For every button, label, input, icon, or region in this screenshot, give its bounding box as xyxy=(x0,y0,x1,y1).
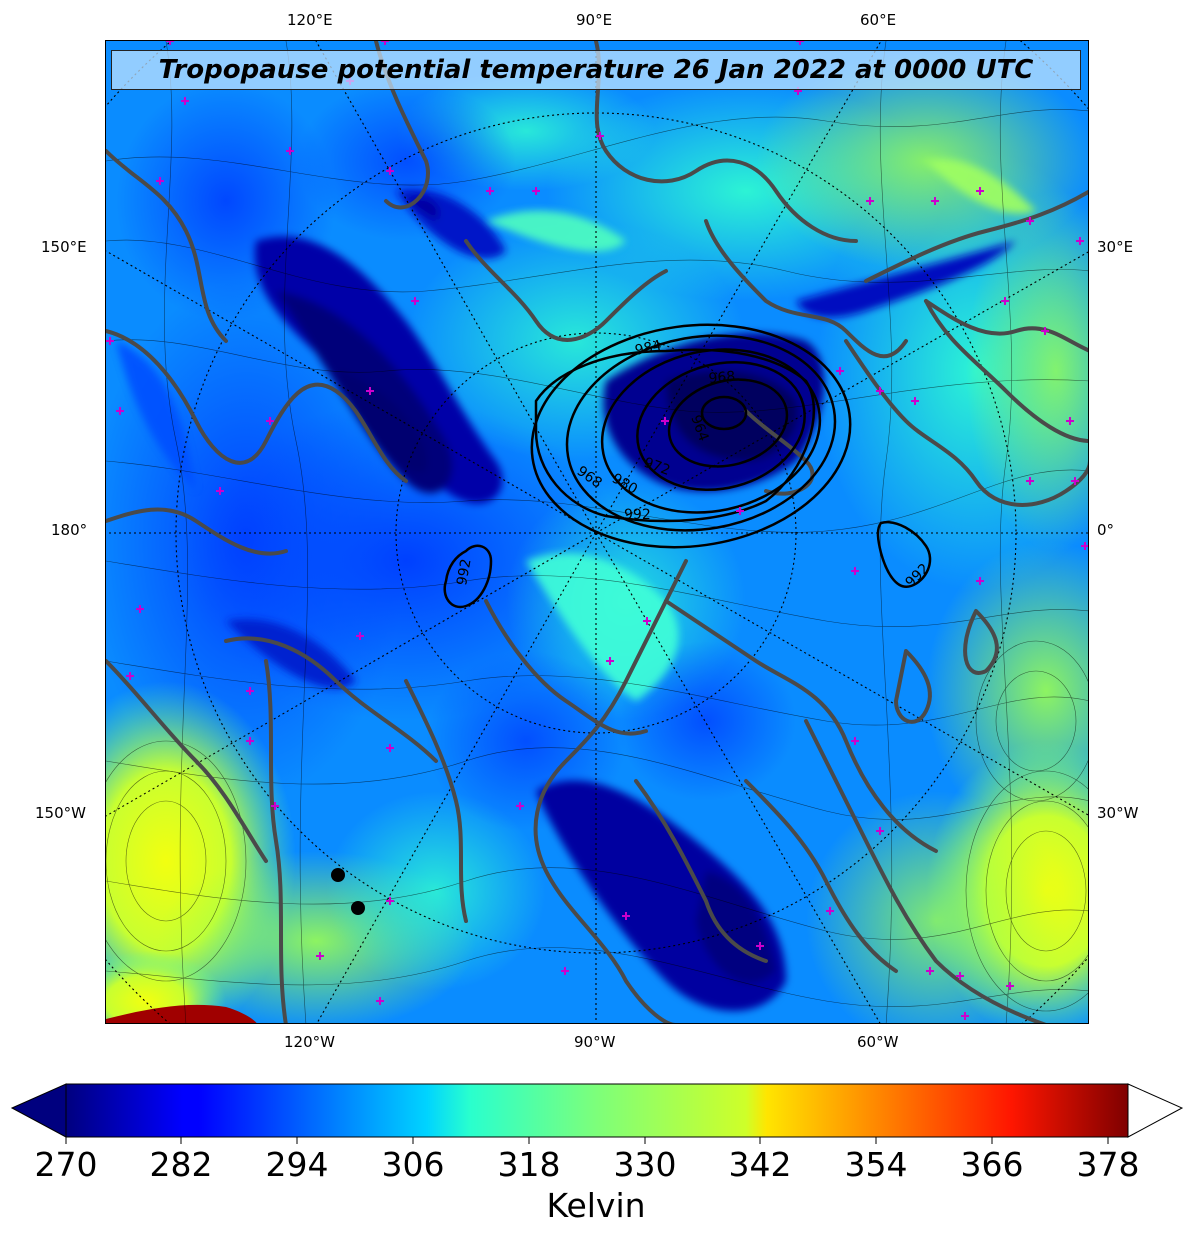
vortex-marker xyxy=(331,868,345,882)
colorbar-tick-label: 342 xyxy=(728,1145,792,1184)
colorbar-tick-label: 270 xyxy=(34,1145,98,1184)
map-title-box: Tropopause potential temperature 26 Jan … xyxy=(111,50,1081,90)
bottom-lon-label: 90°W xyxy=(574,1033,616,1051)
colorbar-tick-label: 330 xyxy=(613,1145,677,1184)
left-lon-label: 150°E xyxy=(41,238,87,256)
contour-label: 992 xyxy=(624,507,651,523)
cold-air-features xyxy=(226,189,1016,1011)
bottom-lon-label: 120°W xyxy=(284,1033,335,1051)
colorbar-tick-label: 366 xyxy=(960,1145,1024,1184)
map-panel: 984 968 964 972 968 980 992 992 992 xyxy=(105,40,1089,1024)
station-markers xyxy=(106,41,1088,1020)
colorbar-unit-label: Kelvin xyxy=(546,1186,646,1225)
colorbar xyxy=(10,1083,1184,1144)
colorbar-tick-label: 306 xyxy=(381,1145,445,1184)
contour-label: 968 xyxy=(708,369,736,387)
right-lon-label: 30°E xyxy=(1097,238,1134,256)
map-canvas: 984 968 964 972 968 980 992 992 992 xyxy=(106,41,1088,1023)
graticule xyxy=(106,41,1088,1023)
warm-corner xyxy=(106,1004,257,1023)
right-lon-label: 0° xyxy=(1097,521,1115,539)
colorbar-tick-label: 318 xyxy=(497,1145,561,1184)
contour-label: 984 xyxy=(634,338,664,359)
left-lon-label: 150°W xyxy=(35,804,86,822)
pressure-contours xyxy=(443,323,932,609)
left-lon-label: 180° xyxy=(51,521,88,539)
right-lon-label: 30°W xyxy=(1097,804,1139,822)
colorbar-ticks xyxy=(65,1137,1109,1144)
bottom-lon-label: 60°W xyxy=(857,1033,899,1051)
map-title: Tropopause potential temperature 26 Jan … xyxy=(158,55,1034,85)
colorbar-gradient xyxy=(66,1084,1128,1137)
top-lon-label: 90°E xyxy=(576,11,613,29)
colorbar-tick-label: 294 xyxy=(265,1145,329,1184)
colorbar-tick-label: 354 xyxy=(844,1145,908,1184)
coastlines xyxy=(106,41,1088,1023)
colorbar-tick-label: 282 xyxy=(149,1145,213,1184)
top-lon-label: 120°E xyxy=(287,11,333,29)
colorbar-tick-label: 378 xyxy=(1076,1145,1140,1184)
contour-label: 992 xyxy=(454,558,474,587)
colorbar-max-extension xyxy=(1127,1083,1184,1138)
colorbar-min-extension xyxy=(10,1083,67,1138)
isentrope-contours xyxy=(106,41,1088,1023)
top-lon-label: 60°E xyxy=(860,11,897,29)
vortex-marker xyxy=(351,901,365,915)
